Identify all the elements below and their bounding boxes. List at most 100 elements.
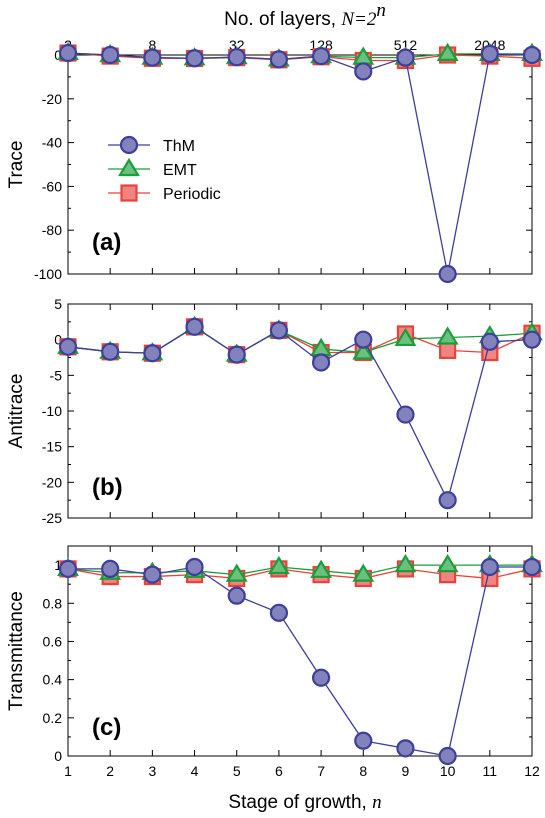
data-point-thm bbox=[311, 353, 331, 372]
series-line-thm bbox=[67, 52, 533, 275]
plot-frame bbox=[67, 545, 533, 757]
y-tick-label: -20 bbox=[42, 91, 62, 107]
top-axis-title: No. of layers, N=2n bbox=[224, 0, 386, 30]
data-point-emt bbox=[394, 327, 417, 347]
data-point-thm bbox=[438, 491, 457, 510]
data-point-thm bbox=[58, 337, 78, 356]
x-axis-title: Stage of growth, n bbox=[228, 792, 381, 813]
panel-c: 00.20.40.60.811 2 3 4 5 6 7 8 9 10 11 12Transmittan… bbox=[6, 545, 543, 779]
y-tick-label: -80 bbox=[42, 222, 62, 238]
data-point-thm bbox=[480, 557, 499, 577]
data-point-thm bbox=[269, 321, 289, 340]
data-point-emt bbox=[310, 559, 333, 578]
data-point-thm bbox=[143, 48, 162, 67]
data-point-thm bbox=[438, 264, 457, 284]
data-point-thm bbox=[311, 668, 331, 687]
data-point-emt bbox=[436, 326, 459, 345]
data-point-thm bbox=[354, 330, 373, 349]
series-line-thm bbox=[68, 566, 532, 757]
data-point-thm bbox=[143, 344, 162, 363]
y-tick-label: 0.8 bbox=[43, 595, 63, 611]
data-point-thm bbox=[396, 48, 415, 67]
x-tick-label: 1 bbox=[64, 763, 72, 779]
y-tick-label: 1 bbox=[54, 557, 62, 573]
data-point-thm bbox=[185, 557, 204, 577]
plot-frame bbox=[67, 54, 533, 275]
data-point-thm bbox=[185, 317, 204, 336]
plot-frame bbox=[67, 303, 533, 519]
series-line-periodic bbox=[67, 568, 533, 580]
legend-label-thm: ThM bbox=[163, 138, 195, 155]
legend-marker-thm bbox=[119, 135, 139, 155]
y-tick-label: -100 bbox=[34, 266, 62, 282]
data-point-emt bbox=[436, 42, 459, 62]
x-tick-label: 10 bbox=[440, 763, 456, 779]
data-point-thm bbox=[227, 586, 246, 605]
y-tick-label: -15 bbox=[42, 439, 62, 455]
data-point-thm bbox=[101, 342, 120, 361]
data-point-thm bbox=[438, 746, 457, 766]
legend: ThM EMT Periodic bbox=[108, 135, 221, 203]
data-point-periodic bbox=[439, 341, 457, 359]
y-tick-label: -20 bbox=[42, 474, 62, 490]
y-tick-label: -25 bbox=[42, 510, 62, 526]
y-tick-label: 0.6 bbox=[43, 633, 63, 649]
x-axis-title-text: Stage of growth, bbox=[228, 792, 372, 813]
data-point-thm bbox=[396, 405, 415, 424]
x-tick-label: 8 bbox=[359, 763, 367, 779]
data-point-emt bbox=[352, 563, 375, 582]
data-point-thm bbox=[227, 345, 246, 364]
data-point-thm bbox=[480, 332, 499, 351]
top-axis-title-exponent: n bbox=[376, 0, 386, 21]
data-point-thm bbox=[269, 50, 289, 69]
top-tick-label: 8 bbox=[148, 37, 156, 53]
x-tick-label: 12 bbox=[524, 763, 540, 779]
legend-label-periodic: Periodic bbox=[163, 186, 221, 203]
x-axis-title-var: n bbox=[372, 792, 382, 813]
y-tick-label: -5 bbox=[50, 367, 63, 383]
data-point-thm bbox=[522, 45, 542, 65]
y-tick-label: 0 bbox=[54, 47, 62, 63]
series-line-periodic bbox=[67, 326, 533, 356]
top-axis-title-equation: N=2 bbox=[340, 9, 376, 30]
data-point-thm bbox=[522, 557, 542, 577]
x-tick-label: 3 bbox=[148, 763, 156, 779]
y-axis-title: Antitrace bbox=[6, 374, 27, 449]
data-point-thm bbox=[101, 45, 120, 65]
x-tick-label: 5 bbox=[233, 763, 241, 779]
y-tick-label: 0.2 bbox=[43, 710, 63, 726]
data-point-thm bbox=[185, 49, 204, 68]
data-point-emt bbox=[394, 553, 417, 573]
series-line-thm bbox=[67, 326, 533, 503]
x-tick-label: 4 bbox=[191, 763, 199, 779]
data-point-emt bbox=[267, 555, 290, 575]
data-point-thm bbox=[396, 739, 415, 758]
data-point-thm bbox=[269, 603, 289, 622]
data-point-thm bbox=[58, 43, 78, 63]
data-point-thm bbox=[311, 46, 331, 66]
y-tick-label: 0 bbox=[54, 748, 62, 764]
data-point-thm bbox=[354, 62, 373, 81]
legend-marker-periodic bbox=[120, 184, 138, 202]
y-axis-title: Transmittance bbox=[6, 591, 27, 711]
panel-label: (c) bbox=[92, 714, 121, 741]
data-point-thm bbox=[522, 330, 542, 349]
y-tick-label: -10 bbox=[42, 403, 62, 419]
data-point-thm bbox=[101, 559, 120, 579]
data-point-emt bbox=[436, 553, 459, 573]
panel-a: 0-20-40-60-80-10028321285122048Trace(a)T… bbox=[6, 37, 543, 284]
legend-label-emt: EMT bbox=[163, 162, 197, 179]
top-tick-label: 512 bbox=[394, 37, 418, 53]
x-tick-label: 7 bbox=[317, 763, 325, 779]
data-point-thm bbox=[58, 559, 78, 579]
y-tick-label: -60 bbox=[42, 178, 62, 194]
panel-b: 5 0 -5 -10 -15 -20 -25 Antitrace (b) bbox=[6, 296, 543, 526]
top-axis-title-text: No. of layers, bbox=[224, 9, 341, 30]
y-tick-label: -40 bbox=[42, 135, 62, 151]
y-axis-title: Trace bbox=[6, 141, 27, 189]
y-tick-label: 0.4 bbox=[43, 672, 63, 688]
x-tick-label: 9 bbox=[402, 763, 410, 779]
data-point-thm bbox=[227, 48, 246, 67]
x-tick-label: 11 bbox=[483, 763, 498, 779]
